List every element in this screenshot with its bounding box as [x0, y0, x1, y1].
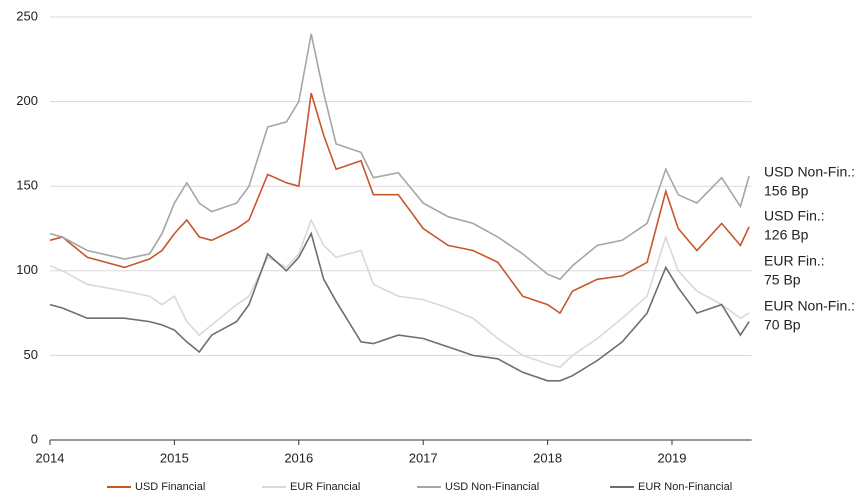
series-line [49, 33, 750, 281]
series-line [49, 231, 750, 382]
annotation: 70 Bp [764, 317, 801, 333]
series-line [49, 217, 750, 369]
y-tick-label: 50 [24, 347, 38, 362]
x-tick-label: 2014 [36, 450, 65, 465]
x-tick-label: 2016 [284, 450, 313, 465]
y-tick-label: 250 [16, 8, 38, 23]
annotation: USD Non-Fin.: [764, 164, 855, 180]
y-tick-label: 0 [31, 431, 38, 446]
series-line [49, 92, 750, 315]
annotation: EUR Non-Fin.: [764, 298, 855, 314]
y-tick-label: 100 [16, 262, 38, 277]
legend-label: USD Financial [135, 481, 205, 493]
annotation: 156 Bp [764, 183, 809, 199]
legend-label: USD Non-Financial [445, 481, 539, 493]
x-tick-label: 2018 [533, 450, 562, 465]
y-tick-label: 150 [16, 178, 38, 193]
annotation: EUR Fin.: [764, 253, 825, 269]
legend-label: EUR Non-Financial [638, 481, 732, 493]
x-tick-label: 2017 [409, 450, 438, 465]
annotation: 126 Bp [764, 227, 809, 243]
x-tick-label: 2015 [160, 450, 189, 465]
annotation: USD Fin.: [764, 208, 825, 224]
x-tick-label: 2019 [658, 450, 687, 465]
y-tick-label: 200 [16, 93, 38, 108]
annotation: 75 Bp [764, 272, 801, 288]
legend-label: EUR Financial [290, 481, 360, 493]
